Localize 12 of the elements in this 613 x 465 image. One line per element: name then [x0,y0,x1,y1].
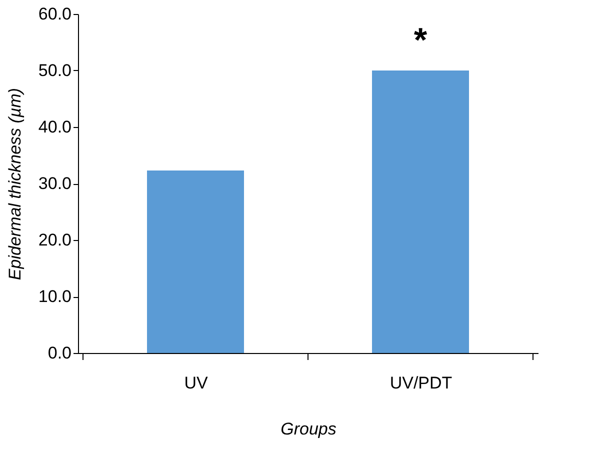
y-tick-label: 40.0 [38,118,72,136]
y-tick-label: 60.0 [38,4,72,24]
y-tick-label: 0.0 [48,344,72,362]
y-tick-label: 10.0 [38,287,72,306]
y-tick-label: 50.0 [38,61,72,80]
x-tick-label: UV/PDT [390,374,452,392]
annotation: * [414,22,428,60]
x-tick-label: UV [184,374,208,392]
y-tick-label: 30.0 [38,174,72,193]
x-axis-title: Groups [280,420,337,438]
y-axis-title: Epidermal thickness (µm) [5,88,24,280]
y-tick-label: 20.0 [38,230,72,250]
